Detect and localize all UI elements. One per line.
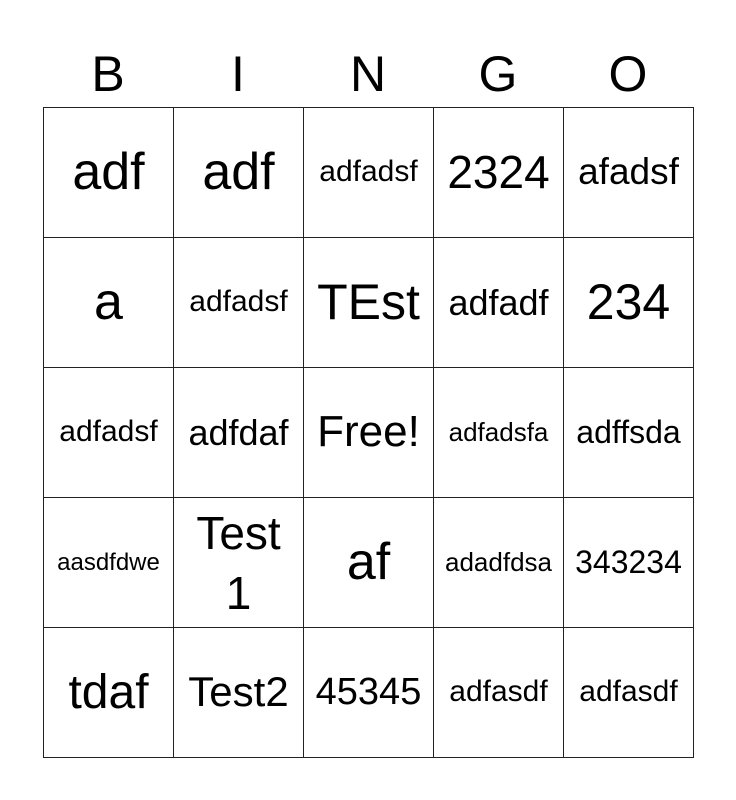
grid-row: tdaf Test2 45345 adfasdf adfasdf (43, 627, 694, 758)
header-letter-n: N (349, 46, 387, 102)
bingo-cell: adfadsf (43, 367, 174, 498)
grid-row: adf adf adfadsf 2324 afadsf (43, 107, 694, 238)
bingo-cell: adfadsf (303, 107, 434, 238)
bingo-grid: adf adf adfadsf 2324 afadsf a adfadsf TE… (43, 107, 694, 758)
header-letter-i: I (231, 46, 245, 102)
bingo-cell: Test2 (173, 627, 304, 758)
bingo-cell: adf (43, 107, 174, 238)
bingo-cell: 2324 (433, 107, 564, 238)
header-letter-g: G (478, 46, 518, 102)
bingo-cell: adfdaf (173, 367, 304, 498)
bingo-cell: afadsf (563, 107, 694, 238)
header-letter-o: O (608, 46, 648, 102)
bingo-cell: 45345 (303, 627, 434, 758)
bingo-cell: adadfdsa (433, 497, 564, 628)
bingo-cell: adffsda (563, 367, 694, 498)
bingo-cell: adfadf (433, 237, 564, 368)
bingo-cell: aasdfdwe (43, 497, 174, 628)
bingo-cell: adf (173, 107, 304, 238)
grid-row: adfadsf adfdaf Free! adfadsfa adffsda (43, 367, 694, 498)
bingo-cell: adfasdf (433, 627, 564, 758)
bingo-cell: af (303, 497, 434, 628)
grid-row: aasdfdwe Test 1 af adadfdsa 343234 (43, 497, 694, 628)
bingo-cell: 343234 (563, 497, 694, 628)
bingo-cell: adfadsfa (433, 367, 564, 498)
bingo-cell: 234 (563, 237, 694, 368)
free-space-cell: Free! (303, 367, 434, 498)
bingo-cell: TEst (303, 237, 434, 368)
bingo-cell: adfadsf (173, 237, 304, 368)
header-letter-b: B (91, 46, 125, 102)
bingo-header: B I N G O (43, 44, 693, 104)
bingo-cell: Test 1 (173, 497, 304, 628)
bingo-cell: tdaf (43, 627, 174, 758)
grid-row: a adfadsf TEst adfadf 234 (43, 237, 694, 368)
bingo-cell: a (43, 237, 174, 368)
bingo-cell: adfasdf (563, 627, 694, 758)
